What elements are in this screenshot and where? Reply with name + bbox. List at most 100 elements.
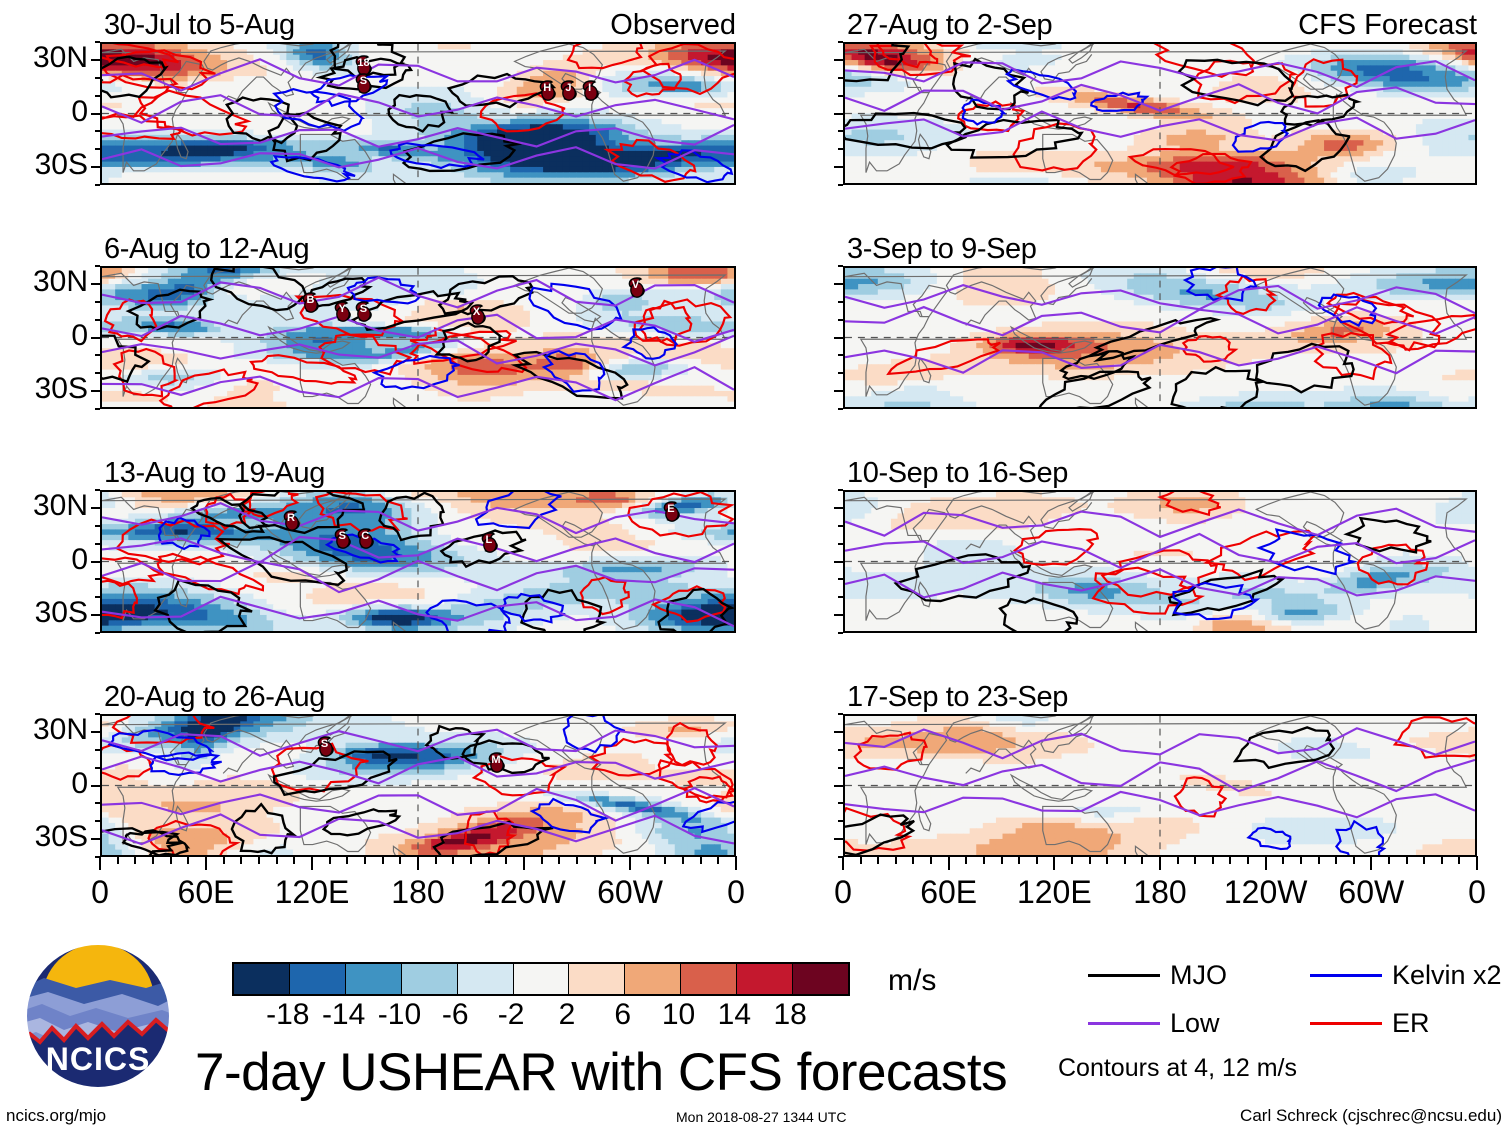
footer-right[interactable]: Carl Schreck (cjschrec@ncsu.edu) bbox=[1240, 1106, 1502, 1126]
shading-layer bbox=[845, 44, 1475, 183]
panel-title-fcst-1: 27-Aug to 2-Sep bbox=[847, 9, 1053, 42]
colorbar-swatch bbox=[625, 964, 682, 994]
contour-legend: MJO Kelvin x2 Low ER bbox=[1088, 962, 1502, 1062]
footer-left[interactable]: ncics.org/mjo bbox=[6, 1106, 106, 1126]
contour-layer bbox=[102, 44, 734, 183]
coastline-layer bbox=[102, 44, 727, 183]
cyclone-icon bbox=[334, 528, 352, 550]
map-field-obs-3 bbox=[102, 492, 734, 631]
y-tick-label: 30N bbox=[0, 489, 88, 523]
colorbar-tick-label: 14 bbox=[718, 998, 751, 1032]
map-panel-fcst-2 bbox=[843, 266, 1477, 409]
x-tick-label: 0 bbox=[40, 874, 160, 911]
colorbar-tick-label: 18 bbox=[773, 998, 806, 1032]
y-tick-label: 30S bbox=[0, 148, 88, 182]
map-field-obs-1 bbox=[102, 44, 734, 183]
contour-layer bbox=[102, 492, 734, 631]
map-field-fcst-1 bbox=[845, 44, 1475, 183]
colorbar-swatch bbox=[457, 964, 514, 994]
cyclone-icon bbox=[303, 292, 320, 313]
legend-line-swatch bbox=[1310, 974, 1382, 977]
contour-layer bbox=[845, 492, 1475, 631]
y-ticks bbox=[91, 713, 100, 858]
legend-line-swatch bbox=[1088, 974, 1160, 977]
ncics-logo-graphic: NCICS bbox=[25, 943, 171, 1089]
cyclone-icon bbox=[283, 510, 300, 532]
map-panel-fcst-4 bbox=[843, 714, 1477, 857]
x-tick-label: 0 bbox=[1417, 874, 1510, 911]
column-header-right: CFS Forecast bbox=[1298, 9, 1477, 42]
map-field-fcst-3 bbox=[845, 492, 1475, 631]
x-tick-label: 180 bbox=[358, 874, 478, 911]
legend-line-swatch bbox=[1310, 1022, 1382, 1025]
colorbar-tick-labels: -18 -14 -10 -6 -2 2 6 10 14 18 bbox=[232, 998, 846, 1034]
legend-label: MJO bbox=[1170, 962, 1227, 989]
contour-layer bbox=[102, 268, 734, 407]
x-axis-left: 0 60E 120E 180 120W 60W 0 bbox=[91, 856, 745, 910]
cyclone-icon bbox=[488, 752, 505, 774]
y-ticks bbox=[91, 489, 100, 634]
x-tick-label: 120W bbox=[1206, 874, 1326, 911]
panel-title-obs-2: 6-Aug to 12-Aug bbox=[104, 233, 310, 266]
colorbar-swatch bbox=[289, 964, 346, 994]
colorbar-tick-label: -2 bbox=[498, 998, 525, 1032]
cyclone-icon bbox=[539, 80, 557, 102]
map-panel-fcst-3 bbox=[843, 490, 1477, 633]
colorbar-tick-label: -14 bbox=[322, 998, 365, 1032]
contour-layer bbox=[102, 716, 734, 855]
map-field-fcst-4 bbox=[845, 716, 1475, 855]
y-tick-label: 30N bbox=[0, 713, 88, 747]
cyclone-icon bbox=[356, 73, 373, 94]
ncics-logo: NCICS bbox=[18, 938, 178, 1098]
x-tickmarks bbox=[842, 856, 1478, 870]
x-tick-label: 0 bbox=[676, 874, 796, 911]
y-ticks bbox=[91, 41, 100, 186]
legend-line-swatch bbox=[1088, 1022, 1160, 1025]
legend-entry: MJO bbox=[1088, 962, 1227, 989]
cyclone-icon bbox=[356, 55, 373, 77]
cyclone-icon bbox=[469, 304, 486, 326]
colorbar-swatch bbox=[681, 964, 738, 994]
colorbar-swatch bbox=[569, 964, 626, 994]
contour-layer bbox=[845, 716, 1475, 855]
y-ticks bbox=[834, 41, 843, 186]
y-tick-label: 30S bbox=[0, 372, 88, 406]
panel-title-fcst-4: 17-Sep to 23-Sep bbox=[847, 681, 1068, 714]
colorbar bbox=[232, 962, 850, 996]
cyclone-icon bbox=[582, 80, 599, 102]
column-header-left: Observed bbox=[610, 9, 736, 42]
footer-center: Mon 2018-08-27 1344 UTC bbox=[676, 1109, 846, 1125]
panel-title-fcst-3: 10-Sep to 16-Sep bbox=[847, 457, 1068, 490]
panel-title-obs-1: 30-Jul to 5-Aug bbox=[104, 9, 295, 42]
panel-title-obs-3: 13-Aug to 19-Aug bbox=[104, 457, 325, 490]
x-tick-label: 60E bbox=[146, 874, 266, 911]
legend-label: Low bbox=[1170, 1010, 1220, 1037]
map-field-fcst-2 bbox=[845, 268, 1475, 407]
colorbar-tick-label: -18 bbox=[266, 998, 309, 1032]
map-panel-fcst-1 bbox=[843, 42, 1477, 185]
colorbar-units-label: m/s bbox=[888, 964, 936, 998]
y-tick-label: 0 bbox=[0, 543, 88, 577]
cyclone-icon bbox=[356, 300, 373, 322]
colorbar-swatch bbox=[234, 964, 290, 994]
contour-layer bbox=[845, 268, 1475, 407]
y-tick-label: 0 bbox=[0, 95, 88, 129]
y-tick-label: 0 bbox=[0, 767, 88, 801]
y-ticks bbox=[834, 489, 843, 634]
y-tick-label: 30N bbox=[0, 265, 88, 299]
y-tick-label: 30S bbox=[0, 820, 88, 854]
cyclone-icon bbox=[357, 528, 375, 550]
legend-entry: ER bbox=[1310, 1010, 1430, 1037]
cyclone-icon bbox=[561, 80, 578, 102]
x-axis-right: 0 60E 120E 180 120W 60W 0 bbox=[834, 856, 1486, 910]
cyclone-icon bbox=[628, 277, 645, 299]
y-ticks bbox=[834, 713, 843, 858]
legend-entry: Kelvin x2 bbox=[1310, 962, 1502, 989]
x-tick-label: 0 bbox=[783, 874, 903, 911]
colorbar-tick-label: -6 bbox=[442, 998, 469, 1032]
x-tickmarks bbox=[99, 856, 737, 870]
colorbar-swatch bbox=[513, 964, 570, 994]
